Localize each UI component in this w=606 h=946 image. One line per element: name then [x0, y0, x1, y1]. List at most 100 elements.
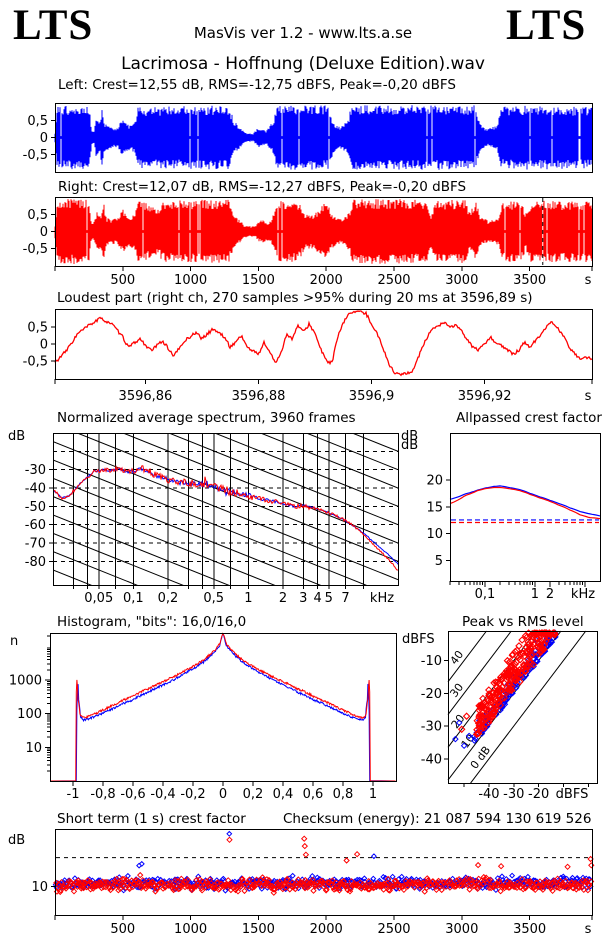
svg-text:3596,92: 3596,92	[458, 389, 512, 404]
svg-text:0,1: 0,1	[123, 591, 144, 606]
svg-text:1: 1	[244, 591, 252, 606]
svg-text:500: 500	[110, 922, 135, 937]
svg-text:10: 10	[31, 880, 48, 895]
svg-text:0,5: 0,5	[203, 591, 224, 606]
svg-text:2500: 2500	[377, 273, 410, 288]
svg-text:2500: 2500	[377, 922, 410, 937]
svg-text:40: 40	[447, 648, 466, 667]
svg-text:-0,6: -0,6	[120, 787, 145, 802]
app-version-line: MasVis ver 1.2 - www.lts.a.se	[193, 24, 413, 42]
svg-text:-40: -40	[421, 752, 442, 767]
checksum-label: Checksum (energy): 21 087 594 130 619 52…	[283, 811, 592, 827]
svg-text:1500: 1500	[242, 922, 275, 937]
svg-text:-0,5: -0,5	[23, 148, 48, 163]
svg-text:1000: 1000	[174, 922, 207, 937]
svg-text:2: 2	[546, 587, 554, 602]
svg-text:30: 30	[447, 681, 466, 700]
svg-text:1: 1	[369, 787, 377, 802]
svg-text:0,4: 0,4	[273, 787, 294, 802]
svg-text:4: 4	[313, 591, 321, 606]
svg-text:-30: -30	[421, 720, 442, 735]
track-title: Lacrimosa - Hoffnung (Deluxe Edition).wa…	[121, 54, 485, 74]
right-channel-stats-label: Right: Crest=12,07 dB, RMS=-12,27 dBFS, …	[58, 179, 467, 195]
svg-text:2000: 2000	[310, 922, 343, 937]
svg-text:-0,8: -0,8	[90, 787, 115, 802]
svg-text:0,8: 0,8	[333, 787, 354, 802]
histogram-title: Histogram, "bits": 16,0/16,0	[57, 614, 247, 630]
svg-text:3000: 3000	[445, 922, 478, 937]
peak-vs-rms-ylabel: dBFS	[402, 632, 435, 647]
svg-text:0: 0	[40, 225, 48, 240]
svg-text:-40: -40	[25, 481, 46, 496]
svg-text:1: 1	[531, 587, 539, 602]
svg-text:s: s	[585, 273, 592, 288]
svg-text:-10: -10	[421, 654, 442, 669]
svg-text:0: 0	[219, 787, 227, 802]
svg-text:0,05: 0,05	[84, 591, 113, 606]
svg-text:100: 100	[17, 707, 42, 722]
allpassed-ylabel: dB	[401, 438, 419, 453]
svg-text:kHz: kHz	[370, 591, 394, 606]
svg-text:15: 15	[426, 500, 443, 515]
svg-text:0,5: 0,5	[27, 208, 48, 223]
svg-text:7: 7	[341, 591, 349, 606]
svg-text:3596,88: 3596,88	[232, 389, 286, 404]
svg-text:-50: -50	[25, 500, 46, 515]
svg-text:3500: 3500	[513, 922, 546, 937]
svg-text:0,1: 0,1	[475, 587, 496, 602]
svg-text:-30: -30	[25, 463, 46, 478]
svg-text:3000: 3000	[445, 273, 478, 288]
svg-text:1000: 1000	[9, 673, 42, 688]
spectrum-ylabel-right: dB	[401, 429, 419, 444]
svg-text:-0,2: -0,2	[180, 787, 205, 802]
short-term-ylabel: dB	[8, 833, 26, 848]
svg-text:3: 3	[299, 591, 307, 606]
svg-text:10: 10	[25, 741, 42, 756]
svg-text:-0,5: -0,5	[23, 242, 48, 257]
svg-text:2000: 2000	[310, 273, 343, 288]
svg-text:-60: -60	[25, 518, 46, 533]
svg-text:-20: -20	[421, 687, 442, 702]
svg-text:0,2: 0,2	[158, 591, 179, 606]
svg-text:s: s	[585, 922, 592, 937]
svg-text:5: 5	[325, 591, 333, 606]
svg-text:0,5: 0,5	[27, 321, 48, 336]
svg-text:-40: -40	[478, 787, 499, 802]
svg-text:-20: -20	[528, 787, 549, 802]
svg-text:5: 5	[435, 554, 443, 569]
svg-text:0: 0	[40, 131, 48, 146]
svg-text:1000: 1000	[174, 273, 207, 288]
svg-text:s: s	[585, 389, 592, 404]
lts-logo-left: LTS	[13, 2, 94, 49]
svg-text:2: 2	[279, 591, 287, 606]
svg-text:-80: -80	[25, 555, 46, 570]
svg-text:0,5: 0,5	[27, 114, 48, 129]
lts-logo-right: LTS	[506, 2, 587, 49]
svg-text:-0,5: -0,5	[23, 355, 48, 370]
svg-text:-0,4: -0,4	[150, 787, 175, 802]
spectrum-title: Normalized average spectrum, 3960 frames	[57, 410, 356, 426]
svg-text:3596,9: 3596,9	[349, 389, 395, 404]
svg-text:-30: -30	[503, 787, 524, 802]
svg-text:3596,86: 3596,86	[119, 389, 173, 404]
svg-text:0,6: 0,6	[303, 787, 324, 802]
svg-text:3500: 3500	[513, 273, 546, 288]
loudest-part-title: Loudest part (right ch, 270 samples >95%…	[57, 290, 533, 306]
svg-text:500: 500	[110, 273, 135, 288]
svg-text:0,2: 0,2	[243, 787, 264, 802]
histogram-ylabel: n	[10, 634, 19, 649]
svg-text:1500: 1500	[242, 273, 275, 288]
svg-text:kHz: kHz	[571, 587, 595, 602]
svg-text:dBFS: dBFS	[556, 787, 589, 802]
svg-text:0: 0	[40, 338, 48, 353]
spectrum-ylabel-left: dB	[8, 429, 26, 444]
peak-vs-rms-title: Peak vs RMS level	[462, 614, 584, 630]
short-term-crest-title: Short term (1 s) crest factor	[57, 811, 246, 827]
svg-text:20: 20	[426, 474, 443, 489]
svg-text:10: 10	[426, 527, 443, 542]
allpassed-title: Allpassed crest factor	[456, 410, 602, 426]
svg-text:-70: -70	[25, 536, 46, 551]
left-channel-stats-label: Left: Crest=12,55 dB, RMS=-12,75 dBFS, P…	[58, 77, 456, 93]
